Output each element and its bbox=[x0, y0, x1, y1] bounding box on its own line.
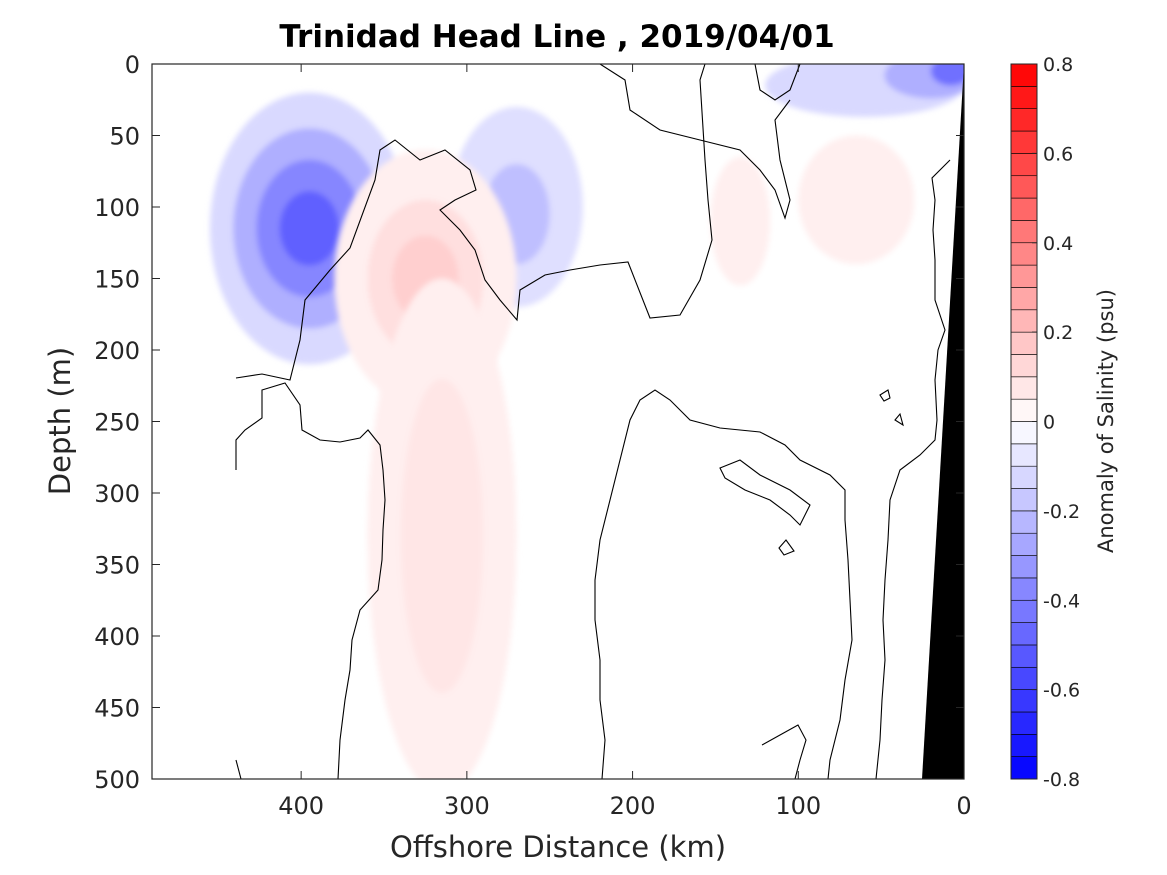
anomaly-level bbox=[930, 64, 964, 86]
y-tick-label: 150 bbox=[94, 266, 140, 294]
y-axis: 0 50 100 150 200 250 300 350 400 450 500 bbox=[94, 51, 964, 794]
colorbar-tick-label: -0.2 bbox=[1043, 501, 1080, 523]
colorbar-level bbox=[1010, 220, 1038, 244]
zero-contour-upper bbox=[235, 64, 713, 381]
colorbar-label: Anomaly of Salinity (psu) bbox=[1094, 289, 1118, 553]
zero-contour-nearshore bbox=[875, 159, 951, 779]
y-tick-label: 50 bbox=[109, 123, 140, 151]
colorbar-tick-label: -0.6 bbox=[1043, 680, 1080, 702]
zero-contour-mid-shelf bbox=[754, 64, 801, 101]
colorbar-level bbox=[1010, 555, 1038, 579]
anomaly-feature bbox=[367, 278, 517, 779]
colorbar-level bbox=[1010, 331, 1038, 355]
x-tick-label: 100 bbox=[775, 792, 821, 820]
colorbar-tick-label: 0.2 bbox=[1043, 322, 1073, 344]
colorbar-level bbox=[1010, 242, 1038, 266]
colorbar-level bbox=[1010, 644, 1038, 668]
zero-contour-small-a bbox=[879, 389, 891, 402]
colorbar-level bbox=[1010, 153, 1038, 177]
zero-contour-small-b bbox=[894, 412, 904, 427]
anomaly-filled-contours bbox=[209, 64, 964, 779]
colorbar-level bbox=[1010, 309, 1038, 333]
zero-contour-inner-loop bbox=[719, 459, 811, 526]
zero-contour-lines bbox=[235, 64, 951, 779]
zero-contour-lower-left bbox=[235, 382, 386, 779]
colorbar-level bbox=[1010, 86, 1038, 109]
anomaly-level bbox=[400, 378, 484, 694]
x-tick-label: 400 bbox=[278, 792, 324, 820]
y-tick-label: 450 bbox=[94, 695, 140, 723]
seafloor-bathymetry bbox=[922, 64, 964, 779]
colorbar-level bbox=[1010, 711, 1038, 735]
y-tick-label: 0 bbox=[125, 51, 140, 79]
colorbar-level bbox=[1010, 510, 1038, 534]
colorbar-level bbox=[1010, 622, 1038, 646]
colorbar-level bbox=[1010, 354, 1038, 378]
zero-contour-shelf-a bbox=[599, 64, 791, 220]
colorbar-level bbox=[1010, 577, 1038, 601]
colorbar-level bbox=[1010, 488, 1038, 512]
colorbar-level bbox=[1010, 376, 1038, 400]
colorbar-tick-label: -0.8 bbox=[1043, 769, 1080, 791]
colorbar-level bbox=[1010, 264, 1038, 288]
x-axis-label: Offshore Distance (km) bbox=[390, 830, 726, 864]
colorbar-level bbox=[1010, 666, 1038, 690]
y-tick-label: 100 bbox=[94, 194, 140, 222]
y-tick-label: 350 bbox=[94, 552, 140, 580]
colorbar-level bbox=[1010, 287, 1038, 311]
zero-contour-small-c bbox=[778, 539, 795, 556]
plot-area bbox=[151, 63, 965, 780]
chart-title: Trinidad Head Line , 2019/04/01 bbox=[279, 19, 834, 55]
anomaly-feature bbox=[710, 135, 915, 286]
colorbar-level bbox=[1010, 175, 1038, 199]
x-axis: 400 300 200 100 0 bbox=[278, 64, 972, 820]
y-axis-label: Depth (m) bbox=[43, 347, 77, 495]
y-tick-label: 400 bbox=[94, 623, 140, 651]
colorbar-level bbox=[1010, 756, 1038, 780]
colorbar-level bbox=[1010, 197, 1038, 221]
colorbar-level bbox=[1010, 398, 1038, 422]
anomaly-level bbox=[279, 191, 340, 266]
colorbar-tick-label: 0.6 bbox=[1043, 143, 1073, 165]
colorbar-tick-label: 0 bbox=[1043, 412, 1055, 434]
y-tick-label: 500 bbox=[94, 766, 140, 794]
y-tick-label: 250 bbox=[94, 409, 140, 437]
zero-contour-deep-loop bbox=[761, 724, 807, 779]
colorbar: -0.8 -0.6 -0.4 -0.2 0 0.2 0.4 0.6 0.8 bbox=[1010, 54, 1080, 791]
colorbar-tick-label: 0.4 bbox=[1043, 233, 1073, 255]
colorbar-level bbox=[1010, 734, 1038, 757]
x-tick-label: 200 bbox=[610, 792, 656, 820]
colorbar-tick-label: -0.4 bbox=[1043, 590, 1080, 612]
anomaly-level bbox=[710, 156, 771, 286]
colorbar-level bbox=[1010, 465, 1038, 489]
colorbar-level bbox=[1010, 63, 1038, 87]
y-tick-label: 300 bbox=[94, 480, 140, 508]
colorbar-level bbox=[1010, 421, 1038, 445]
colorbar-level bbox=[1010, 130, 1038, 154]
anomaly-level bbox=[798, 135, 915, 265]
colorbar-level bbox=[1010, 108, 1038, 132]
colorbar-level bbox=[1010, 689, 1038, 713]
zero-contour-left-deep bbox=[235, 759, 242, 779]
colorbar-level bbox=[1010, 599, 1038, 623]
x-tick-label: 300 bbox=[444, 792, 490, 820]
colorbar-tick-label: 0.8 bbox=[1043, 54, 1073, 76]
anomaly-feature bbox=[765, 64, 964, 117]
x-tick-label: 0 bbox=[956, 792, 971, 820]
y-tick-label: 200 bbox=[94, 337, 140, 365]
colorbar-level bbox=[1010, 443, 1038, 467]
colorbar-level bbox=[1010, 532, 1038, 556]
zero-contour-central bbox=[594, 389, 853, 779]
